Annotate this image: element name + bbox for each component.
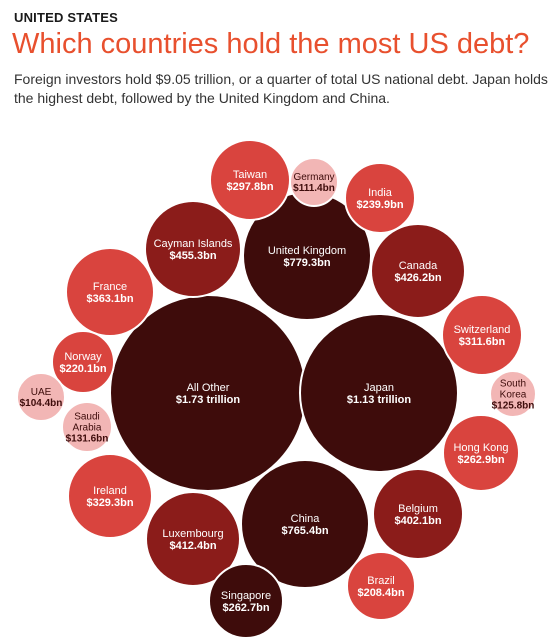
bubble-saudi-arabia: Saudi Arabia$131.6bn	[61, 401, 113, 453]
bubble-label-japan: Japan	[364, 382, 394, 394]
bubble-india: India$239.9bn	[344, 162, 416, 234]
chart-subtitle: Foreign investors hold $9.05 trillion, o…	[14, 71, 548, 106]
bubble-circle-india	[344, 162, 416, 234]
bubble-taiwan: Taiwan$297.8bn	[209, 139, 291, 221]
bubble-norway: Norway$220.1bn	[51, 330, 115, 394]
bubble-label-norway: Norway	[64, 351, 102, 363]
bubble-value-switzerland: $311.6bn	[459, 336, 506, 348]
bubble-france: France$363.1bn	[65, 247, 155, 337]
bubble-value-norway: $220.1bn	[59, 363, 106, 375]
bubble-circle-south-korea	[489, 370, 537, 418]
bubble-uae: UAE$104.4bn	[16, 372, 66, 422]
bubble-value-canada: $426.2bn	[394, 272, 441, 284]
bubble-canada: Canada$426.2bn	[370, 223, 466, 319]
bubble-value-all-other: $1.73 trillion	[176, 394, 240, 406]
bubble-circle-cayman-islands	[144, 200, 242, 298]
bubble-label-saudi-arabia: Saudi Arabia	[73, 412, 102, 434]
bubble-value-india: $239.9bn	[356, 199, 403, 211]
bubble-label-india: India	[368, 187, 393, 199]
bubble-brazil: Brazil$208.4bn	[346, 551, 416, 621]
bubble-value-saudi-arabia: $131.6bn	[66, 434, 109, 445]
bubble-label-germany: Germany	[293, 172, 334, 183]
bubble-belgium: Belgium$402.1bn	[372, 468, 464, 560]
bubble-circle-france	[65, 247, 155, 337]
bubble-south-korea: South Korea$125.8bn	[489, 370, 537, 418]
bubble-singapore: Singapore$262.7bn	[208, 563, 284, 639]
chart-title: Which countries hold the most US debt?	[12, 28, 530, 60]
bubble-value-china: $765.4bn	[281, 525, 328, 537]
bubble-label-united-kingdom: United Kingdom	[268, 245, 346, 257]
bubble-label-brazil: Brazil	[367, 575, 395, 587]
bubble-circle-luxembourg	[145, 491, 241, 587]
bubble-circle-norway	[51, 330, 115, 394]
bubble-value-south-korea: $125.8bn	[492, 401, 535, 412]
bubble-value-luxembourg: $412.4bn	[169, 540, 216, 552]
bubble-value-singapore: $262.7bn	[222, 602, 269, 614]
bubble-circle-ireland	[67, 453, 153, 539]
bubble-circle-switzerland	[441, 294, 523, 376]
bubble-circle-japan	[299, 313, 459, 473]
bubble-value-taiwan: $297.8bn	[226, 181, 273, 193]
bubble-circle-brazil	[346, 551, 416, 621]
bubble-circle-canada	[370, 223, 466, 319]
bubble-label-canada: Canada	[399, 260, 438, 272]
bubble-circle-hong-kong	[442, 414, 520, 492]
bubble-cayman-islands: Cayman Islands$455.3bn	[144, 200, 242, 298]
bubble-label-singapore: Singapore	[221, 590, 271, 602]
bubble-circle-singapore	[208, 563, 284, 639]
bubble-value-hong-kong: $262.9bn	[457, 454, 504, 466]
bubble-circle-germany	[289, 157, 339, 207]
bubble-value-belgium: $402.1bn	[394, 515, 441, 527]
bubble-united-kingdom: United Kingdom$779.3bn	[242, 191, 372, 321]
bubble-label-taiwan: Taiwan	[233, 169, 267, 181]
bubble-label-uae: UAE	[31, 387, 52, 398]
bubble-luxembourg: Luxembourg$412.4bn	[145, 491, 241, 587]
bubble-label-south-korea: South Korea	[500, 379, 527, 401]
bubble-label-luxembourg: Luxembourg	[162, 528, 223, 540]
bubble-label-france: France	[93, 281, 127, 293]
bubble-label-switzerland: Switzerland	[454, 324, 511, 336]
bubble-label-ireland: Ireland	[93, 485, 127, 497]
bubble-value-france: $363.1bn	[86, 293, 133, 305]
kicker: UNITED STATES	[14, 10, 118, 25]
bubble-label-china: China	[291, 513, 321, 525]
bubble-value-japan: $1.13 trillion	[347, 394, 411, 406]
bubble-value-united-kingdom: $779.3bn	[283, 257, 330, 269]
bubble-all-other: All Other$1.73 trillion	[109, 294, 307, 492]
bubble-label-cayman-islands: Cayman Islands	[154, 238, 233, 250]
bubble-value-uae: $104.4bn	[20, 398, 63, 409]
bubble-value-ireland: $329.3bn	[86, 497, 133, 509]
bubble-japan: Japan$1.13 trillion	[299, 313, 459, 473]
bubble-china: China$765.4bn	[240, 459, 370, 589]
bubble-circle-belgium	[372, 468, 464, 560]
bubble-value-cayman-islands: $455.3bn	[169, 250, 216, 262]
bubble-hong-kong: Hong Kong$262.9bn	[442, 414, 520, 492]
bubble-label-hong-kong: Hong Kong	[453, 442, 508, 454]
bubble-label-all-other: All Other	[187, 382, 230, 394]
bubble-switzerland: Switzerland$311.6bn	[441, 294, 523, 376]
bubble-circle-saudi-arabia	[61, 401, 113, 453]
bubble-value-brazil: $208.4bn	[357, 587, 404, 599]
bubble-circle-uae	[16, 372, 66, 422]
bubble-circle-china	[240, 459, 370, 589]
bubble-label-belgium: Belgium	[398, 503, 438, 515]
bubble-value-germany: $111.4bn	[293, 183, 335, 194]
bubble-ireland: Ireland$329.3bn	[67, 453, 153, 539]
bubble-germany: Germany$111.4bn	[289, 157, 339, 207]
